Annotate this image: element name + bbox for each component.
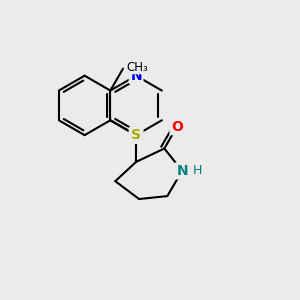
Text: CH₃: CH₃ <box>127 61 148 74</box>
Text: N: N <box>176 164 188 178</box>
Text: N: N <box>130 128 142 142</box>
Text: S: S <box>131 128 141 142</box>
Text: H: H <box>193 164 202 177</box>
Text: O: O <box>171 120 183 134</box>
Text: N: N <box>130 69 142 83</box>
